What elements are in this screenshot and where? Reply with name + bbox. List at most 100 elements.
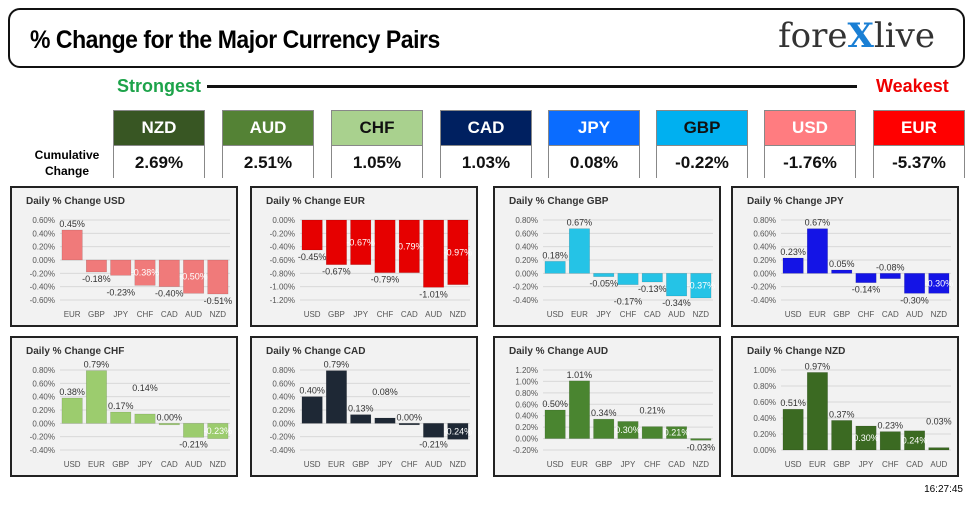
x-tick-label: USD bbox=[304, 310, 321, 319]
data-label: 0.38% bbox=[59, 387, 85, 397]
y-tick-label: 0.80% bbox=[515, 216, 538, 225]
bar-chart: Daily % Change CHF -0.40% -0.20% 0.00% 0.20%… bbox=[26, 346, 232, 469]
bar-gbp bbox=[831, 420, 853, 451]
currency-name: USD bbox=[765, 111, 855, 145]
data-label: 0.18% bbox=[542, 250, 568, 260]
y-tick-label: 0.00% bbox=[753, 446, 776, 455]
bar-chart: Daily % Change GBP -0.40% -0.20% 0.00% 0.20%… bbox=[509, 196, 715, 319]
bar-eur bbox=[806, 372, 828, 451]
y-tick-label: 0.60% bbox=[32, 379, 55, 388]
y-tick-label: 0.20% bbox=[515, 423, 538, 432]
x-tick-label: NZD bbox=[210, 310, 227, 319]
data-label: 0.67% bbox=[805, 218, 831, 228]
bar-cad bbox=[879, 273, 901, 279]
bar-nzd bbox=[207, 259, 229, 295]
bar-chf bbox=[879, 431, 901, 451]
bar-nzd bbox=[690, 438, 712, 441]
y-tick-label: -0.20% bbox=[270, 433, 295, 442]
y-tick-label: 0.00% bbox=[32, 419, 55, 428]
data-label: -0.18% bbox=[82, 274, 111, 284]
x-tick-label: CHF bbox=[620, 310, 637, 319]
data-label: 0.30% bbox=[615, 425, 641, 435]
bar-chart: Daily % Change NZD 0.00% 0.20% 0.40% 0.60% 0.… bbox=[747, 346, 952, 469]
data-label: -0.21% bbox=[419, 439, 448, 449]
cumulative-value: 2.51% bbox=[223, 145, 313, 178]
y-tick-label: -0.80% bbox=[270, 269, 295, 278]
bar-chf bbox=[398, 423, 420, 426]
x-tick-label: GBP bbox=[595, 460, 612, 469]
x-tick-label: CHF bbox=[377, 310, 394, 319]
data-label: 0.50% bbox=[542, 399, 568, 409]
x-tick-label: AUD bbox=[425, 310, 442, 319]
data-label: -0.67% bbox=[346, 237, 375, 247]
x-tick-label: EUR bbox=[328, 460, 345, 469]
y-tick-label: 0.00% bbox=[272, 419, 295, 428]
currency-name: EUR bbox=[874, 111, 964, 145]
y-tick-label: 0.80% bbox=[32, 366, 55, 375]
data-label: -0.17% bbox=[614, 297, 643, 307]
x-tick-label: CHF bbox=[401, 460, 418, 469]
y-tick-label: 0.60% bbox=[753, 229, 776, 238]
bar-chf bbox=[641, 426, 663, 439]
y-tick-label: 0.60% bbox=[515, 229, 538, 238]
x-tick-label: EUR bbox=[571, 460, 588, 469]
bar-cad bbox=[158, 423, 180, 426]
currency-box-usd: USD -1.76% bbox=[764, 110, 856, 178]
y-tick-label: -0.40% bbox=[270, 446, 295, 455]
currency-box-jpy: JPY 0.08% bbox=[548, 110, 640, 178]
x-tick-label: USD bbox=[547, 460, 564, 469]
bar-jpy bbox=[374, 417, 396, 424]
data-label: -0.21% bbox=[179, 439, 208, 449]
currency-box-chf: CHF 1.05% bbox=[331, 110, 423, 178]
y-tick-label: 0.80% bbox=[515, 389, 538, 398]
chart-panel-chf: Daily % Change CHF -0.40% -0.20% 0.00% 0.20%… bbox=[10, 336, 238, 477]
x-tick-label: CHF bbox=[644, 460, 661, 469]
y-tick-label: 0.20% bbox=[515, 256, 538, 265]
x-tick-label: GBP bbox=[833, 460, 850, 469]
x-tick-label: CHF bbox=[882, 460, 899, 469]
data-label: -0.05% bbox=[589, 279, 618, 289]
y-tick-label: 0.40% bbox=[753, 414, 776, 423]
y-tick-label: -0.40% bbox=[30, 446, 55, 455]
x-tick-label: USD bbox=[785, 310, 802, 319]
bar-nzd bbox=[447, 219, 469, 285]
data-label: 0.45% bbox=[59, 219, 85, 229]
data-label: 0.79% bbox=[324, 360, 350, 370]
x-tick-label: CAD bbox=[906, 460, 923, 469]
data-label: -0.30% bbox=[925, 278, 954, 288]
chart-panel-eur: Daily % Change EUR -1.20% -1.00% -0.80% -0.6… bbox=[250, 186, 478, 327]
x-tick-label: CAD bbox=[882, 310, 899, 319]
data-label: 0.14% bbox=[132, 383, 158, 393]
x-tick-label: JPY bbox=[113, 310, 128, 319]
timestamp: 16:27:45 bbox=[924, 484, 963, 495]
bar-chart: Daily % Change JPY -0.40% -0.20% 0.00% 0.20%… bbox=[747, 196, 954, 319]
cumulative-value: -0.22% bbox=[657, 145, 747, 178]
x-tick-label: USD bbox=[785, 460, 802, 469]
chart-title: Daily % Change AUD bbox=[509, 346, 608, 357]
data-label: -0.08% bbox=[876, 262, 905, 272]
bar-jpy bbox=[617, 421, 639, 439]
chart-panel-cad: Daily % Change CAD -0.40% -0.20% 0.00% 0.20%… bbox=[250, 336, 478, 477]
currency-name: NZD bbox=[114, 111, 204, 145]
bar-gbp bbox=[831, 269, 853, 274]
cumulative-value: 1.03% bbox=[441, 145, 531, 178]
bar-chf bbox=[617, 273, 639, 285]
data-label: 0.08% bbox=[372, 387, 398, 397]
bar-gbp bbox=[110, 411, 132, 424]
y-tick-label: -1.20% bbox=[270, 296, 295, 305]
data-label: 0.23% bbox=[780, 247, 806, 257]
y-tick-label: 0.00% bbox=[753, 269, 776, 278]
data-label: 0.24% bbox=[902, 435, 928, 445]
data-label: 0.67% bbox=[567, 218, 593, 228]
y-tick-label: 0.20% bbox=[32, 243, 55, 252]
bar-cad bbox=[641, 273, 663, 283]
data-label: -0.03% bbox=[687, 442, 716, 452]
bar-usd bbox=[544, 409, 566, 439]
data-label: -0.45% bbox=[298, 252, 327, 262]
bar-chf bbox=[134, 259, 156, 286]
x-tick-label: NZD bbox=[693, 310, 710, 319]
bar-eur bbox=[325, 370, 347, 424]
cumulative-value: 2.69% bbox=[114, 145, 204, 178]
bar-jpy bbox=[593, 273, 615, 277]
bar-chart: Daily % Change EUR -1.20% -1.00% -0.80% -0.6… bbox=[266, 196, 472, 319]
